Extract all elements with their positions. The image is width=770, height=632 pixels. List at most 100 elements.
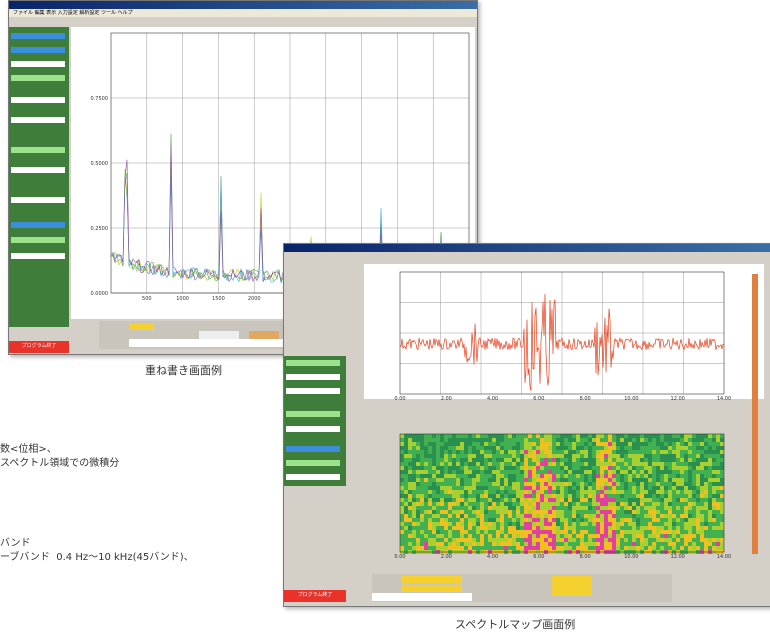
spectrogram-cell	[592, 446, 596, 450]
spectrogram-cell	[420, 494, 424, 498]
spectrogram-cell	[460, 470, 464, 474]
spectrogram-cell	[444, 534, 448, 538]
spectrogram-cell	[408, 510, 412, 514]
exit-button[interactable]: プログラム終了	[284, 590, 346, 602]
spectrogram-cell	[612, 434, 616, 438]
spectrogram-cell	[420, 454, 424, 458]
spectrogram-cell	[616, 438, 620, 442]
button[interactable]	[11, 147, 65, 153]
spectrogram-cell	[572, 490, 576, 494]
spectrogram-cell	[692, 454, 696, 458]
spectrogram-cell	[420, 438, 424, 442]
spectrogram-cell	[608, 486, 612, 490]
spectrogram-cell	[516, 526, 520, 530]
spectrogram-cell	[416, 478, 420, 482]
input[interactable]	[11, 167, 65, 173]
spectrogram-cell	[700, 474, 704, 478]
x-tick-label: 1000	[176, 296, 189, 302]
spectrogram-cell	[556, 514, 560, 518]
spectrogram-cell	[492, 470, 496, 474]
spectrogram-cell	[712, 458, 716, 462]
spectrogram-cell	[640, 478, 644, 482]
spectrogram-cell	[620, 462, 624, 466]
input[interactable]	[11, 253, 65, 259]
spectrogram-cell	[628, 514, 632, 518]
spectrogram-cell	[400, 438, 404, 442]
spectrogram-cell	[680, 462, 684, 466]
spectrogram-cell	[436, 446, 440, 450]
spectrogram-cell	[412, 510, 416, 514]
spectrogram-cell	[532, 534, 536, 538]
spectrogram-cell	[580, 514, 584, 518]
spectrogram-cell	[700, 490, 704, 494]
spectrogram-cell	[564, 534, 568, 538]
spectrogram-cell	[708, 494, 712, 498]
spectrogram-cell	[596, 530, 600, 534]
spectrogram-cell	[716, 434, 720, 438]
spectrogram-cell	[696, 498, 700, 502]
exit-button[interactable]: プログラム終了	[9, 341, 69, 353]
spectrogram-cell	[632, 482, 636, 486]
spectrogram-cell	[668, 534, 672, 538]
menu-bar: ファイル 編集 表示 入力設定 解析設定 ツール ヘルプ	[9, 9, 477, 17]
spectrogram-cell	[448, 510, 452, 514]
spectrogram-cell	[408, 542, 412, 546]
spectrogram-cell	[636, 450, 640, 454]
spectrogram-cell	[552, 470, 556, 474]
spectrogram-cell	[652, 450, 656, 454]
spectrogram-cell	[476, 502, 480, 506]
spectrogram-cell	[512, 466, 516, 470]
button[interactable]	[11, 222, 65, 228]
spectrogram-cell	[488, 466, 492, 470]
spectrogram-cell	[716, 482, 720, 486]
spectrogram-cell	[592, 450, 596, 454]
spectrogram-cell	[484, 534, 488, 538]
spectrogram-cell	[676, 458, 680, 462]
spectrogram-cell	[704, 486, 708, 490]
input[interactable]	[11, 61, 65, 67]
input[interactable]	[11, 117, 65, 123]
spectrogram-cell	[496, 434, 500, 438]
spectrogram-cell	[696, 442, 700, 446]
spectrogram-cell	[660, 506, 664, 510]
spectrogram-cell	[600, 510, 604, 514]
spectrogram-cell	[400, 434, 404, 438]
spectrogram-cell	[528, 526, 532, 530]
spectrogram-cell	[636, 502, 640, 506]
spectrogram-cell	[404, 518, 408, 522]
spectrogram-cell	[656, 514, 660, 518]
button[interactable]	[11, 47, 65, 53]
button[interactable]	[11, 237, 65, 243]
button[interactable]	[11, 33, 65, 39]
spectrogram-cell	[512, 534, 516, 538]
spectrogram-cell	[720, 538, 724, 542]
spectrogram-cell	[604, 438, 608, 442]
spectrogram-cell	[676, 506, 680, 510]
spectrogram-cell	[500, 526, 504, 530]
spectrogram-cell	[432, 446, 436, 450]
spectrogram-cell	[436, 522, 440, 526]
input[interactable]	[11, 97, 65, 103]
spectrogram-cell	[440, 450, 444, 454]
spectrogram-cell	[616, 546, 620, 550]
button[interactable]	[11, 75, 65, 81]
spectrogram-cell	[432, 458, 436, 462]
spectrogram-cell	[532, 438, 536, 442]
spectrogram-cell	[704, 458, 708, 462]
spectrogram-cell	[496, 546, 500, 550]
spectrogram-cell	[708, 466, 712, 470]
spectrogram-cell	[456, 434, 460, 438]
spectrogram-cell	[564, 506, 568, 510]
spectrogram-cell	[528, 538, 532, 542]
spectrogram-cell	[560, 450, 564, 454]
spectrogram-cell	[660, 482, 664, 486]
spectrogram-cell	[688, 522, 692, 526]
input[interactable]	[11, 197, 65, 203]
spectrogram-cell	[516, 450, 520, 454]
spectrogram-cell	[584, 494, 588, 498]
spectrogram-cell	[592, 522, 596, 526]
spectrogram-cell	[488, 442, 492, 446]
spectrogram-cell	[696, 518, 700, 522]
x-tick-label: 14.00	[717, 554, 731, 560]
spectrogram-cell	[444, 486, 448, 490]
